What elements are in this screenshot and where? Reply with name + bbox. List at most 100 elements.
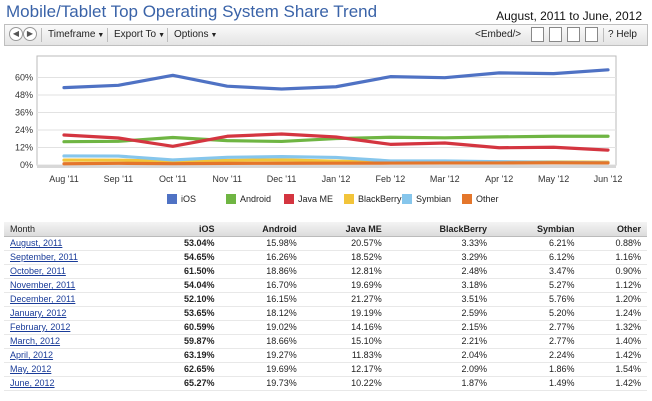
column-header[interactable]: Java ME bbox=[302, 222, 388, 237]
share-cell: 18.12% bbox=[220, 306, 303, 321]
share-cell: 12.81% bbox=[302, 264, 388, 279]
share-cell: 19.19% bbox=[302, 306, 388, 321]
share-cell: 60.59% bbox=[145, 320, 221, 335]
export-menu[interactable]: Export To ▼ bbox=[107, 28, 165, 42]
share-cell: 1.86% bbox=[492, 362, 581, 377]
share-cell: 19.27% bbox=[220, 348, 303, 363]
share-cell: 20.57% bbox=[302, 236, 388, 251]
legend-label: Symbian bbox=[416, 194, 452, 204]
share-cell: 1.49% bbox=[492, 376, 581, 391]
share-cell: 18.86% bbox=[220, 264, 303, 279]
x-tick-label: May '12 bbox=[538, 174, 569, 184]
plot-base bbox=[37, 165, 616, 168]
share-cell: 1.54% bbox=[580, 362, 647, 377]
month-link[interactable]: March, 2012 bbox=[10, 336, 61, 346]
y-tick-label: 24% bbox=[15, 125, 33, 135]
document-icon[interactable] bbox=[585, 27, 598, 42]
share-cell: 3.29% bbox=[387, 250, 493, 265]
page-icon[interactable] bbox=[531, 27, 544, 42]
y-tick-label: 36% bbox=[15, 108, 33, 118]
x-tick-label: Dec '11 bbox=[267, 174, 297, 184]
share-cell: 15.98% bbox=[220, 236, 303, 251]
date-range: August, 2011 to June, 2012 bbox=[496, 9, 642, 23]
x-tick-label: Jan '12 bbox=[322, 174, 351, 184]
month-link[interactable]: January, 2012 bbox=[10, 308, 67, 318]
column-header[interactable]: Android bbox=[220, 222, 303, 237]
month-cell: November, 2011 bbox=[4, 278, 146, 293]
month-cell: April, 2012 bbox=[4, 348, 146, 363]
prev-arrow-icon[interactable]: ◀ bbox=[9, 27, 23, 41]
x-tick-label: Jun '12 bbox=[594, 174, 623, 184]
share-cell: 19.69% bbox=[302, 278, 388, 293]
column-header[interactable]: Symbian bbox=[492, 222, 581, 237]
share-cell: 6.12% bbox=[492, 250, 581, 265]
share-cell: 59.87% bbox=[145, 334, 221, 349]
x-tick-label: Oct '11 bbox=[159, 174, 187, 184]
table-row: May, 2012 62.65% 19.69% 12.17% 2.09% 1.86% 1.5… bbox=[4, 362, 647, 377]
options-menu[interactable]: Options ▼ bbox=[167, 28, 217, 42]
share-cell: 16.70% bbox=[220, 278, 303, 293]
table-row: December, 2011 52.10% 16.15% 21.27% 3.51% 5.7… bbox=[4, 292, 647, 307]
column-header[interactable]: Other bbox=[580, 222, 647, 237]
legend-item: BlackBerry bbox=[344, 194, 402, 204]
share-cell: 14.16% bbox=[302, 320, 388, 335]
share-table: Month iOS Android Java ME BlackBerry Symbian O… bbox=[4, 222, 647, 391]
share-cell: 10.22% bbox=[302, 376, 388, 391]
table-row: March, 2012 59.87% 18.66% 15.10% 2.21% 2.77% 1… bbox=[4, 334, 647, 349]
zoom-icon[interactable] bbox=[549, 27, 562, 42]
month-cell: February, 2012 bbox=[4, 320, 146, 335]
legend-item: Android bbox=[226, 194, 271, 204]
share-cell: 1.20% bbox=[580, 292, 647, 307]
share-cell: 2.15% bbox=[387, 320, 493, 335]
legend-label: Other bbox=[476, 194, 499, 204]
month-link[interactable]: November, 2011 bbox=[10, 280, 76, 290]
help-icon: ? bbox=[608, 29, 614, 40]
month-link[interactable]: December, 2011 bbox=[10, 294, 76, 304]
y-tick-label: 60% bbox=[15, 73, 33, 83]
legend-item: Symbian bbox=[402, 194, 451, 204]
legend-label: Java ME bbox=[298, 194, 334, 204]
next-arrow-icon[interactable]: ▶ bbox=[23, 27, 37, 41]
month-link[interactable]: September, 2011 bbox=[10, 252, 78, 262]
table-row: October, 2011 61.50% 18.86% 12.81% 2.48% 3.47… bbox=[4, 264, 647, 279]
share-cell: 0.90% bbox=[580, 264, 647, 279]
options-label: Options bbox=[174, 29, 209, 40]
y-tick-label: 12% bbox=[15, 143, 33, 153]
timeframe-menu[interactable]: Timeframe ▼ bbox=[41, 28, 104, 42]
share-cell: 3.18% bbox=[387, 278, 493, 293]
legend-label: iOS bbox=[181, 194, 197, 204]
export-label: Export To bbox=[114, 29, 157, 40]
month-link[interactable]: August, 2011 bbox=[10, 238, 63, 248]
share-cell: 3.33% bbox=[387, 236, 493, 251]
share-cell: 62.65% bbox=[145, 362, 221, 377]
month-link[interactable]: May, 2012 bbox=[10, 364, 52, 374]
share-cell: 2.77% bbox=[492, 334, 581, 349]
legend-swatch bbox=[226, 194, 236, 204]
print-icon[interactable] bbox=[567, 27, 580, 42]
legend-label: BlackBerry bbox=[358, 194, 402, 204]
share-cell: 2.21% bbox=[387, 334, 493, 349]
column-header[interactable]: Month bbox=[4, 222, 146, 237]
x-tick-label: Nov '11 bbox=[212, 174, 242, 184]
column-header[interactable]: iOS bbox=[145, 222, 221, 237]
series-line-ios bbox=[62, 68, 610, 91]
share-cell: 5.20% bbox=[492, 306, 581, 321]
month-cell: March, 2012 bbox=[4, 334, 146, 349]
share-cell: 15.10% bbox=[302, 334, 388, 349]
share-cell: 3.47% bbox=[492, 264, 581, 279]
month-cell: December, 2011 bbox=[4, 292, 146, 307]
help-button[interactable]: ? Help bbox=[603, 28, 637, 42]
share-cell: 65.27% bbox=[145, 376, 221, 391]
month-link[interactable]: February, 2012 bbox=[10, 322, 71, 332]
y-tick-label: 48% bbox=[15, 90, 33, 100]
embed-button[interactable]: <Embed/> bbox=[475, 29, 522, 40]
month-link[interactable]: April, 2012 bbox=[10, 350, 54, 360]
month-link[interactable]: October, 2011 bbox=[10, 266, 66, 276]
column-header[interactable]: BlackBerry bbox=[387, 222, 493, 237]
share-cell: 1.40% bbox=[580, 334, 647, 349]
month-cell: October, 2011 bbox=[4, 264, 146, 279]
share-cell: 1.12% bbox=[580, 278, 647, 293]
table-row: June, 2012 65.27% 19.73% 10.22% 1.87% 1.49% 1.… bbox=[4, 376, 647, 391]
share-cell: 16.26% bbox=[220, 250, 303, 265]
month-link[interactable]: June, 2012 bbox=[10, 378, 55, 388]
